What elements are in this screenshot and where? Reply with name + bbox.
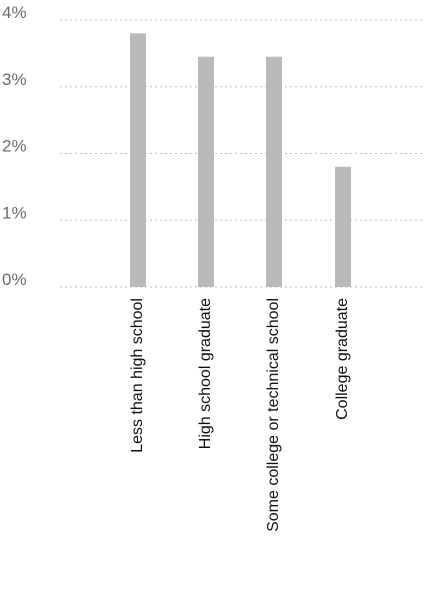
y-tick-label: 1% — [2, 203, 27, 222]
bar — [335, 167, 351, 287]
bar — [198, 57, 214, 287]
bars — [130, 33, 351, 287]
bar — [130, 33, 146, 287]
y-tick-label: 2% — [2, 137, 27, 156]
x-category-label: Less than high school — [129, 298, 146, 453]
y-tick-label: 3% — [2, 70, 27, 89]
gridlines — [60, 20, 425, 287]
y-tick-label: 0% — [2, 270, 27, 289]
x-category-label: Some college or technical school — [265, 298, 282, 532]
x-category-label: High school graduate — [197, 298, 214, 449]
y-tick-label: 4% — [2, 3, 27, 22]
y-axis-tick-labels: 0% 1% 2% 3% 4% — [2, 3, 27, 289]
x-axis-category-labels: Less than high school High school graduat… — [129, 298, 351, 532]
bar — [266, 57, 282, 287]
x-category-label: College graduate — [334, 298, 351, 420]
